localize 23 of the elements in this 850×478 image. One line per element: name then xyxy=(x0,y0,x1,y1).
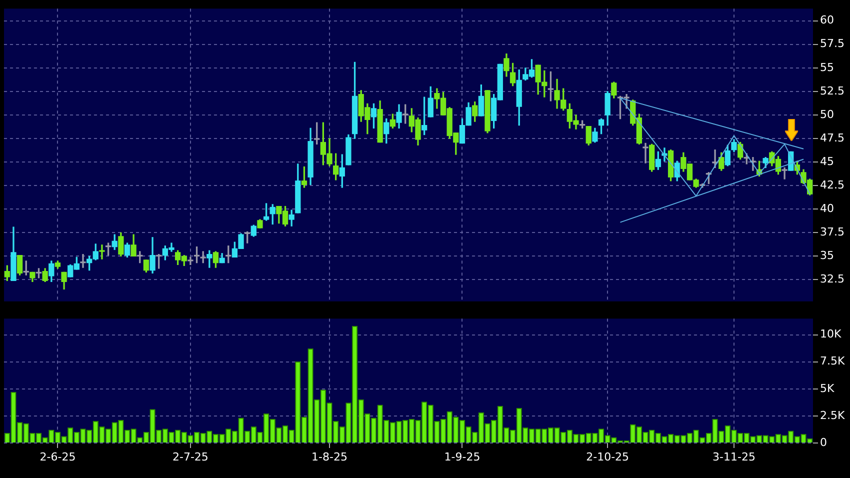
x-tick-label: 1-9-25 xyxy=(444,450,480,464)
y-tick-label: 37.5 xyxy=(820,226,844,239)
y-tick-label: 42.5 xyxy=(820,178,844,192)
y-tick-label: 47.5 xyxy=(820,131,844,144)
x-tick-label: 2-7-25 xyxy=(172,450,208,464)
x-tick-label: 2-6-25 xyxy=(40,450,76,464)
y-tick-label: 52.5 xyxy=(820,84,844,98)
y-tick-label: 50 xyxy=(820,108,834,121)
y-tick-label: 45 xyxy=(820,154,834,168)
y-tick-label: 35 xyxy=(820,249,834,262)
y-tick-label: 5K xyxy=(820,382,835,395)
y-tick-label: 32.5 xyxy=(820,272,844,286)
y-tick-label: 40 xyxy=(820,202,834,215)
x-tick-label: 1-8-25 xyxy=(312,450,348,464)
x-tick-label: 3-11-25 xyxy=(712,450,756,464)
y-tick-label: 0 xyxy=(820,436,827,449)
y-tick-label: 2.5K xyxy=(820,408,846,422)
y-tick-label: 57.5 xyxy=(820,37,844,50)
y-tick-label: 7.5K xyxy=(820,354,846,368)
y-tick-label: 10K xyxy=(820,328,842,341)
y-tick-label: 60 xyxy=(820,14,834,27)
y-tick-label: 55 xyxy=(820,60,834,74)
x-tick-label: 2-10-25 xyxy=(586,450,630,464)
